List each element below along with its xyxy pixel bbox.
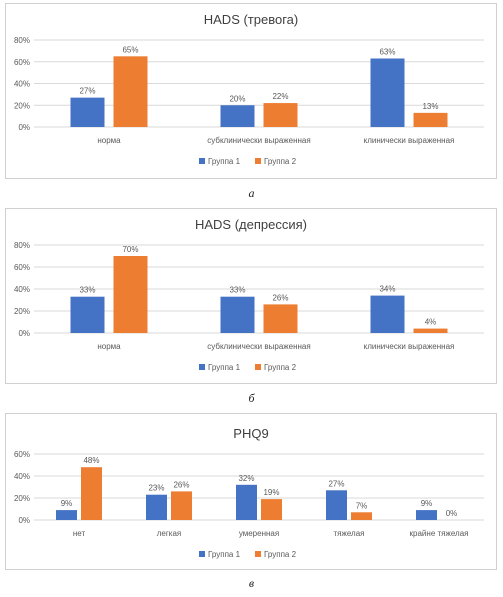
category-label: клинически выраженная	[364, 342, 455, 351]
bar	[56, 510, 77, 520]
bar	[81, 467, 102, 520]
bar	[416, 510, 437, 520]
bar	[261, 499, 282, 520]
bar	[146, 494, 167, 520]
category-label: легкая	[157, 529, 182, 538]
y-tick-label: 0%	[18, 329, 30, 338]
chart-svg-phq9: PHQ9 0% 20% 40% 60% 9% 48% нет 23% 26% легкая 32% 19…	[14, 426, 484, 559]
bar	[236, 484, 257, 520]
data-label: 9%	[61, 499, 73, 508]
data-label: 27%	[328, 479, 344, 488]
y-tick-label: 80%	[14, 241, 30, 250]
data-label: 9%	[421, 499, 433, 508]
data-label: 22%	[272, 92, 288, 101]
chart-panel-phq9: PHQ9 0% 20% 40% 60% 9% 48% нет 23% 26% легкая 32% 19…	[5, 413, 497, 570]
legend-swatch	[199, 551, 205, 557]
legend-label: Группа 1	[208, 550, 241, 559]
bar	[413, 328, 448, 333]
data-label: 33%	[229, 286, 245, 295]
category-label: умеренная	[239, 529, 279, 538]
data-label: 32%	[238, 474, 254, 483]
bar	[113, 256, 148, 333]
y-tick-label: 80%	[14, 36, 30, 45]
bar	[263, 103, 298, 127]
category-label: тяжелая	[334, 529, 365, 538]
legend-swatch	[255, 551, 261, 557]
bar	[171, 491, 192, 520]
legend-label: Группа 2	[264, 550, 297, 559]
category-label: нет	[73, 529, 86, 538]
category-label: субклинически выраженная	[207, 136, 310, 145]
y-tick-label: 60%	[14, 450, 30, 459]
bar	[113, 56, 148, 127]
y-tick-label: 20%	[14, 307, 30, 316]
bar	[413, 112, 448, 127]
bar	[220, 296, 255, 333]
chart-title: HADS (депрессия)	[195, 217, 307, 232]
y-tick-label: 60%	[14, 58, 30, 67]
data-label: 4%	[425, 318, 437, 327]
bar	[70, 296, 105, 333]
y-tick-label: 20%	[14, 101, 30, 110]
data-label: 19%	[263, 488, 279, 497]
y-tick-label: 0%	[18, 123, 30, 132]
chart-svg-depression: HADS (депрессия) 0% 20% 40% 60% 80% 33% 70% норм…	[14, 217, 484, 372]
data-label: 23%	[148, 484, 164, 493]
chart-panel-anxiety: HADS (тревога) 0% 20% 40% 60% 80% 27% 65% норма 2…	[5, 3, 497, 179]
legend-label: Группа 2	[264, 363, 297, 372]
data-label: 48%	[83, 456, 99, 465]
y-tick-label: 40%	[14, 472, 30, 481]
category-label: норма	[97, 342, 121, 351]
caption-a: а	[248, 186, 255, 200]
category-label: клинически выраженная	[364, 136, 455, 145]
category-label: крайне тяжелая	[410, 529, 469, 538]
y-tick-label: 40%	[14, 285, 30, 294]
bar	[220, 105, 255, 127]
chart-svg-anxiety: HADS (тревога) 0% 20% 40% 60% 80% 27% 65% норма 2…	[14, 12, 484, 166]
bar	[326, 490, 347, 520]
legend-swatch	[255, 158, 261, 164]
caption-c: в	[248, 576, 255, 590]
legend-swatch	[199, 158, 205, 164]
data-label: 33%	[79, 286, 95, 295]
data-label: 63%	[379, 47, 395, 56]
chart-title: PHQ9	[233, 426, 268, 441]
bar	[70, 97, 105, 127]
caption-b: б	[248, 391, 255, 405]
y-tick-label: 40%	[14, 80, 30, 89]
data-label: 70%	[122, 245, 138, 254]
legend-swatch	[255, 364, 261, 370]
data-label: 65%	[122, 45, 138, 54]
category-label: норма	[97, 136, 121, 145]
data-label: 13%	[422, 102, 438, 111]
bar	[263, 304, 298, 333]
data-label: 7%	[356, 501, 368, 510]
legend-label: Группа 2	[264, 157, 297, 166]
chart-panel-depression: HADS (депрессия) 0% 20% 40% 60% 80% 33% 70% норм…	[5, 208, 497, 384]
data-label: 34%	[379, 285, 395, 294]
data-label: 26%	[173, 480, 189, 489]
data-label: 26%	[272, 293, 288, 302]
bar	[351, 512, 372, 520]
legend-label: Группа 1	[208, 363, 241, 372]
category-label: субклинически выраженная	[207, 342, 310, 351]
data-label: 20%	[229, 94, 245, 103]
bar	[370, 58, 405, 127]
y-tick-label: 60%	[14, 263, 30, 272]
legend-label: Группа 1	[208, 157, 241, 166]
bar	[370, 295, 405, 333]
data-label: 27%	[79, 87, 95, 96]
y-tick-label: 0%	[18, 516, 30, 525]
y-tick-label: 20%	[14, 494, 30, 503]
chart-title: HADS (тревога)	[204, 12, 298, 27]
data-label: 0%	[446, 509, 458, 518]
legend-swatch	[199, 364, 205, 370]
